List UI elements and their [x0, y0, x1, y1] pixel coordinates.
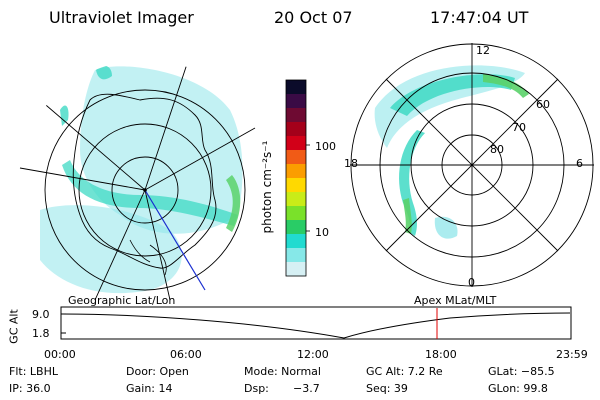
lat-circle-mid: [78, 123, 212, 257]
mlat-label-80: 80: [490, 143, 504, 156]
colorbar-stripe: [286, 206, 306, 221]
colorbar: [285, 79, 310, 277]
mlt-label-noon: 12: [476, 44, 490, 57]
auroral-arc-north: [96, 65, 112, 80]
altitude-plot: [60, 306, 572, 340]
lon-line: [144, 60, 191, 191]
colorbar-stripe: [286, 122, 306, 137]
continent-outline: [72, 93, 217, 269]
magnetic-polar-map: [350, 43, 594, 287]
altitude-tick-high: 9.0: [32, 308, 50, 321]
polar-oval-upper: [390, 74, 515, 116]
colorbar-stripe: [286, 220, 306, 235]
lon-line: [144, 189, 171, 300]
mlt-spoke-diagonal: [385, 78, 559, 252]
lon-line: [19, 167, 146, 191]
auroral-arc-east: [226, 175, 241, 232]
subsolar-meridian: [144, 189, 206, 291]
geographic-longitude-status: GLon: 99.8: [488, 382, 548, 395]
observation-time: 17:47:04 UT: [430, 8, 529, 27]
mlat-circle-60: [379, 72, 565, 258]
mlt-label-midnight: 0: [468, 276, 475, 289]
altitude-plot-frame: [60, 306, 572, 340]
time-tick-0000: 00:00: [44, 348, 76, 361]
mlat-label-70: 70: [512, 121, 526, 134]
colorbar-stripe: [286, 192, 306, 207]
colorbar-stripe: [286, 248, 306, 263]
colorbar-tick-label-10: 10: [315, 226, 329, 239]
polar-emission-nightside: [434, 216, 458, 239]
geographic-map-projection: [19, 60, 256, 300]
polar-oval-dusk: [399, 130, 425, 236]
time-tick-2359: 23:59: [556, 348, 588, 361]
altitude-tick-low: 1.8: [32, 327, 50, 340]
colorbar-stripe: [286, 164, 306, 179]
time-tick-1200: 12:00: [297, 348, 329, 361]
colorbar-unit-label: photon cm⁻²s⁻¹: [260, 140, 274, 234]
lon-line: [144, 127, 256, 191]
colorbar-stripe: [286, 150, 306, 165]
dsp-value: −3.7: [293, 382, 320, 395]
colorbar-stripe: [286, 178, 306, 193]
geographic-map-label: Geographic Lat/Lon: [68, 294, 176, 307]
filter-status: Flt: LBHL: [9, 365, 58, 378]
colorbar-tick-label-100: 100: [315, 140, 336, 153]
magnetic-map-label: Apex MLat/MLT: [414, 294, 497, 307]
lon-line: [39, 99, 146, 191]
polar-arc-dayside: [483, 74, 529, 98]
auroral-arc-west: [60, 105, 69, 126]
pole-marker: [143, 188, 147, 192]
mlat-label-60: 60: [536, 98, 550, 111]
dsp-label: Dsp:: [244, 382, 269, 395]
lon-line: [94, 189, 146, 300]
instrument-title: Ultraviolet Imager: [49, 8, 194, 27]
colorbar-stripe: [286, 80, 306, 95]
colorbar-stripe: [286, 108, 306, 123]
auroral-emission-nightside: [40, 205, 182, 294]
ip-status: IP: 36.0: [9, 382, 51, 395]
mlat-circle-70: [410, 103, 534, 227]
sequence-status: Seq: 39: [366, 382, 408, 395]
altitude-axis-label: GC Alt: [7, 309, 21, 344]
colorbar-frame: [285, 79, 307, 277]
observation-date: 20 Oct 07: [274, 8, 353, 27]
gc-altitude-status: GC Alt: 7.2 Re: [366, 365, 443, 378]
colorbar-stripe: [286, 262, 306, 277]
polar-arc-dusk: [403, 198, 412, 234]
mlt-label-dawn: 6: [576, 157, 583, 170]
mlt-label-dusk: 18: [344, 157, 358, 170]
colorbar-stripe: [286, 234, 306, 249]
mlat-circle-50: [350, 43, 594, 287]
auroral-oval-band: [62, 160, 238, 226]
lat-circle-outer: [44, 89, 246, 291]
time-tick-1800: 18:00: [425, 348, 457, 361]
polar-map-body: [350, 43, 594, 287]
colorbar-stripe: [286, 94, 306, 109]
lat-circle-inner: [111, 156, 179, 224]
time-tick-0600: 06:00: [170, 348, 202, 361]
mode-status: Mode: Normal: [244, 365, 321, 378]
door-status: Door: Open: [126, 365, 189, 378]
colorbar-gradient: [286, 80, 306, 277]
coastline-detail: [129, 239, 167, 276]
geographic-map: [19, 60, 256, 300]
mlat-circle-80: [441, 134, 503, 196]
colorbar-stripe: [286, 136, 306, 151]
gain-status: Gain: 14: [126, 382, 173, 395]
altitude-curve: [61, 312, 571, 339]
geographic-latitude-status: GLat: −85.5: [488, 365, 555, 378]
